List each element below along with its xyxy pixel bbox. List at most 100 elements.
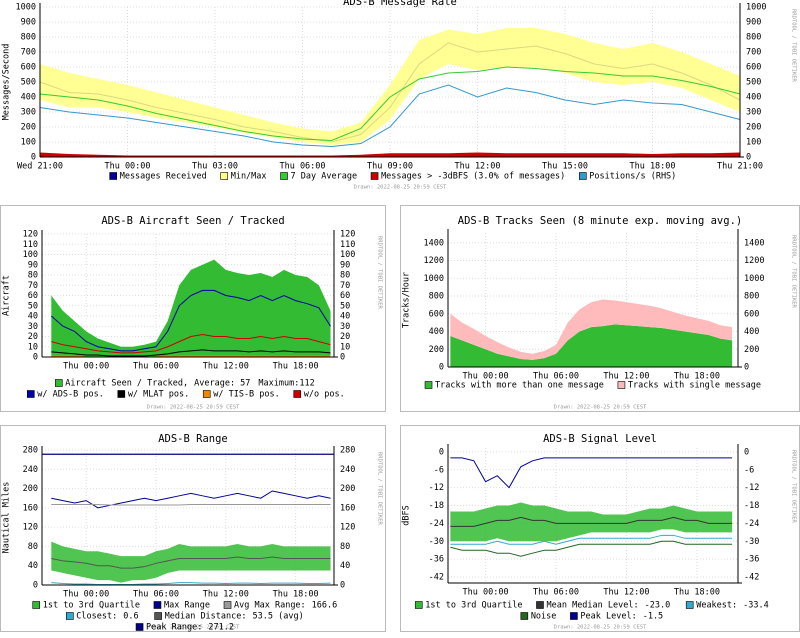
x-tick-label: Thu 21:00 [717,162,763,172]
x-tick-label: Thu 18:00 [273,590,319,600]
y-tick-label: 500 [21,78,36,88]
legend-label: Aircraft Seen / Tracked, [65,379,188,389]
legend-stat: Average: 57 [194,379,250,389]
legend-item: Tracks with single message [617,381,761,391]
y2-tick-label: 600 [746,63,761,73]
line [51,349,331,357]
y-tick-label: 90 [28,260,38,270]
x-tick-label: Thu 06:00 [533,588,579,598]
y2-tick-label: -42 [744,573,759,583]
y-tick-label: 110 [23,240,38,250]
y2-tick-label: -36 [744,555,759,565]
y-tick-label: -6 [434,465,444,475]
y2-tick-label: -24 [744,519,759,529]
legend-label: Messages Received [120,172,207,182]
y-axis-label: dBFS [402,505,412,525]
y2-tick-label: 40 [340,312,350,322]
y-tick-label: 0 [439,363,444,373]
legend-item: w/ ADS-B pos. [26,390,104,400]
legend-item: Aircraft Seen / Tracked, Average: 57 Maxim… [54,379,315,389]
y-tick-label: 60 [28,291,38,301]
legend-stat: 166.6 [312,601,338,611]
legend-stat: -1.5 [643,612,663,622]
legend-item: Noise [520,612,556,622]
y-tick-label: 900 [21,18,36,28]
y2-tick-label: 300 [746,108,761,118]
legend-swatch [117,390,126,398]
y2-tick-label: -12 [744,483,759,493]
x-tick-label: Thu 12:00 [603,588,649,598]
y2-tick-label: 200 [746,123,761,133]
y2-tick-label: 80 [340,271,350,281]
legend-item: 1st to 3rd Quartile [414,601,522,611]
y2-tick-label: 1200 [744,256,764,266]
legend-label: Tracks with more than one message [435,381,604,391]
y-tick-label: 1200 [424,256,444,266]
line [450,457,733,489]
chart-title: ADS-B Signal Level [543,433,657,445]
y2-tick-label: 0 [744,447,749,457]
line [450,540,733,557]
y2-tick-label: 280 [340,446,355,456]
legend-swatch [220,172,229,180]
legend-item: Median Distance: 53.5 (avg) [154,612,304,622]
y-axis-label: Tracks/Hour [402,272,412,328]
y2-tick-label: 400 [744,327,759,337]
y-tick-label: 0 [439,447,444,457]
x-tick-label: Thu 03:00 [192,162,238,172]
y2-tick-label: 240 [340,465,355,475]
legend-label: Positions/s (RHS) [589,172,676,182]
legend-item: w/ TIS-B pos. [202,390,280,400]
legend-label: Messages > -3dBFS (3.0% of messages) [381,172,565,182]
line [450,534,733,545]
legend-label: Weakest: [696,601,737,611]
legend-item: Messages Received [109,172,207,182]
x-tick-label: Thu 06:00 [279,162,325,172]
legend-item: Avg Max Range: 166.6 [223,601,338,611]
band [450,502,733,542]
x-tick-label: Thu 00:00 [63,362,109,372]
y2-tick-label: 200 [744,345,759,355]
line [450,516,733,527]
x-tick-label: Thu 18:00 [674,588,720,598]
y-tick-label: 100 [21,138,36,148]
y2-tick-label: 120 [340,523,355,533]
y-tick-label: -12 [429,483,444,493]
y-tick-label: 70 [28,281,38,291]
credit: RRDTOOL / TOBI OETIKER [791,450,797,524]
legend-swatch [223,601,232,609]
area [40,152,740,157]
legend-label: Tracks with single message [628,381,761,391]
chart-title: ADS-B Tracks Seen (8 minute exp. moving … [458,215,742,227]
y2-tick-label: 120 [340,230,355,240]
legend-label: 7 Day Average [291,172,358,182]
y-tick-label: 50 [28,301,38,311]
legend-swatch [414,601,423,609]
legend-swatch [424,381,433,389]
y2-tick-label: 1400 [744,238,764,248]
credit: RRDTOOL / TOBI OETIKER [377,452,383,526]
y-tick-label: -36 [429,555,444,565]
y-tick-label: 600 [21,63,36,73]
legend-label: Avg Max Range: [234,601,306,611]
y2-tick-label: 20 [340,332,350,342]
y-tick-label: 200 [429,345,444,355]
legend-swatch [54,379,63,387]
y2-tick-label: 60 [340,291,350,301]
footer: Drawn: 2022-08-25 20:59 CEST [554,625,647,631]
y-tick-label: -30 [429,537,444,547]
y2-tick-label: 80 [340,542,350,552]
y2-tick-label: 10 [340,342,350,352]
legend-label: w/ MLAT pos. [128,390,189,400]
band [40,28,740,145]
legend-label: w/ TIS-B pos. [213,390,280,400]
y2-tick-label: 100 [340,250,355,260]
legend-swatch [280,172,288,180]
y-tick-label: -18 [429,501,444,511]
y2-tick-label: 0 [746,153,751,163]
y2-tick-label: 700 [746,48,761,58]
legend-item: Mean Median Level: -23.0 [536,601,670,611]
footer: Drawn: 2022-08-25 20:59 CEST [147,625,240,631]
y-tick-label: 1000 [16,3,36,13]
